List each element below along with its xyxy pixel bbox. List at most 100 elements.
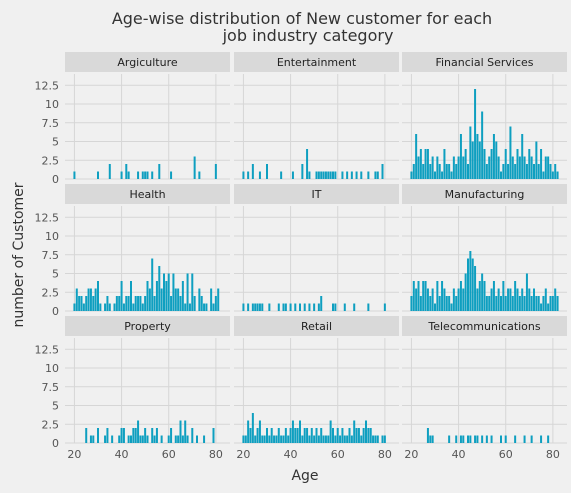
histogram-bar bbox=[372, 435, 375, 443]
histogram-bar bbox=[350, 171, 353, 179]
histogram-bar bbox=[452, 288, 455, 311]
histogram-bar bbox=[298, 303, 302, 311]
histogram-bar bbox=[535, 141, 538, 179]
histogram-bar bbox=[464, 149, 467, 179]
histogram-bar bbox=[525, 273, 528, 311]
histogram-bar bbox=[334, 435, 337, 443]
y-tick-label: 10 bbox=[45, 230, 59, 243]
histogram-bar bbox=[537, 164, 540, 179]
histogram-bar bbox=[104, 435, 107, 443]
histogram-bar bbox=[507, 164, 510, 179]
histogram-bar bbox=[537, 296, 540, 311]
histogram-bar bbox=[322, 171, 325, 179]
histogram-bar bbox=[445, 296, 448, 311]
histogram-bar bbox=[452, 156, 455, 179]
histogram-bar bbox=[438, 296, 441, 311]
histogram-bar bbox=[331, 303, 335, 311]
x-tick-label: 40 bbox=[284, 448, 298, 461]
histogram-bar bbox=[165, 281, 168, 311]
histogram-bar bbox=[125, 164, 128, 179]
histogram-bar bbox=[381, 435, 384, 443]
histogram-bar bbox=[167, 273, 170, 311]
x-tick-label: 20 bbox=[67, 448, 81, 461]
histogram-bar bbox=[191, 273, 194, 311]
histogram-bar bbox=[170, 296, 173, 311]
histogram-bar bbox=[191, 428, 194, 443]
facet-title: IT bbox=[312, 188, 322, 201]
histogram-bar bbox=[499, 435, 503, 443]
histogram-bar bbox=[315, 171, 318, 179]
histogram-bar bbox=[521, 134, 524, 179]
histogram-bar bbox=[73, 171, 76, 179]
histogram-bar bbox=[544, 156, 547, 179]
y-tick-label: 7.5 bbox=[42, 381, 60, 394]
histogram-bar bbox=[179, 420, 182, 443]
histogram-bar bbox=[277, 303, 280, 311]
facet-panel: Financial Services bbox=[402, 52, 567, 180]
histogram-bar bbox=[137, 171, 140, 179]
histogram-bar bbox=[132, 303, 135, 311]
histogram-bar bbox=[478, 281, 481, 311]
histogram-bar bbox=[334, 303, 337, 311]
facet-strip bbox=[234, 184, 399, 204]
histogram-bar bbox=[433, 303, 437, 311]
histogram-bar bbox=[181, 281, 184, 311]
histogram-bar bbox=[504, 296, 507, 311]
histogram-bar bbox=[471, 258, 474, 311]
y-tick-label: 2.5 bbox=[42, 418, 60, 431]
histogram-bar bbox=[483, 281, 486, 311]
histogram-bar bbox=[532, 164, 536, 179]
histogram-bar bbox=[263, 435, 266, 443]
histogram-bar bbox=[287, 435, 290, 443]
histogram-bar bbox=[441, 281, 444, 311]
y-tick-label: 0 bbox=[52, 173, 59, 186]
histogram-bar bbox=[540, 303, 543, 311]
histogram-bar bbox=[294, 303, 297, 311]
histogram-bar bbox=[518, 296, 521, 311]
histogram-bar bbox=[419, 149, 422, 179]
histogram-bar bbox=[360, 435, 363, 443]
histogram-bar bbox=[364, 420, 368, 443]
histogram-bar bbox=[144, 296, 147, 311]
histogram-bar bbox=[481, 111, 484, 179]
histogram-bar bbox=[547, 156, 550, 179]
histogram-bar bbox=[291, 171, 294, 179]
histogram-bar bbox=[497, 156, 500, 179]
histogram-bar bbox=[75, 288, 78, 311]
histogram-bar bbox=[301, 164, 304, 179]
histogram-bar bbox=[87, 288, 90, 311]
histogram-bar bbox=[96, 171, 100, 179]
histogram-bar bbox=[153, 296, 156, 311]
facet-title: Telecommunications bbox=[427, 320, 541, 333]
histogram-bar bbox=[469, 126, 472, 179]
histogram-bar bbox=[249, 428, 252, 443]
histogram-bar bbox=[313, 303, 316, 311]
histogram-bar bbox=[422, 281, 425, 311]
histogram-bar bbox=[80, 296, 83, 311]
histogram-bar bbox=[525, 164, 528, 179]
histogram-bar bbox=[355, 428, 358, 443]
histogram-bar bbox=[129, 435, 133, 443]
histogram-bar bbox=[258, 171, 261, 179]
histogram-bar bbox=[426, 428, 429, 443]
facet-title: Entertainment bbox=[277, 56, 357, 69]
histogram-bar bbox=[357, 428, 360, 443]
histogram-bar bbox=[329, 420, 332, 443]
y-tick-label: 12.5 bbox=[35, 79, 60, 92]
facet-title: Property bbox=[124, 320, 171, 333]
histogram-bar bbox=[376, 435, 379, 443]
histogram-bar bbox=[469, 251, 472, 311]
histogram-bar bbox=[92, 296, 95, 311]
facet-strip bbox=[65, 184, 230, 204]
plot-area bbox=[65, 338, 230, 443]
facet-strip bbox=[234, 316, 399, 336]
histogram-bar bbox=[115, 296, 118, 311]
y-tick-label: 7.5 bbox=[42, 249, 60, 262]
histogram-bar bbox=[275, 435, 278, 443]
histogram-bar bbox=[96, 428, 100, 443]
histogram-bar bbox=[516, 288, 519, 311]
histogram-bar bbox=[341, 428, 344, 443]
y-tick-label: 5 bbox=[52, 400, 59, 413]
histogram-bar bbox=[122, 428, 125, 443]
facet-title: Health bbox=[129, 188, 165, 201]
